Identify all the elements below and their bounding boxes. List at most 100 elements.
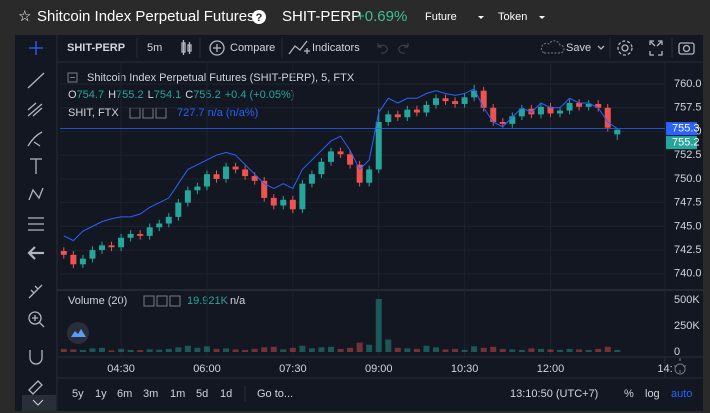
settings-icon[interactable] — [617, 40, 633, 56]
volume-bar — [585, 349, 592, 352]
magnet-tool[interactable] — [29, 350, 43, 365]
candle-body — [98, 245, 105, 251]
remove-button[interactable] — [169, 295, 181, 307]
candle-body — [156, 223, 163, 228]
fullscreen-icon[interactable] — [649, 40, 663, 56]
indicators-icon[interactable] — [288, 40, 310, 55]
ohlc-value: 754.1 — [154, 89, 182, 101]
grid — [60, 62, 666, 357]
toolbar-compare[interactable]: Compare — [230, 42, 275, 54]
candle-body — [127, 233, 134, 238]
volume-tick-label: 0 — [674, 346, 680, 358]
volume-bar — [299, 345, 306, 352]
toolbar-indicators[interactable]: Indicators — [312, 42, 360, 54]
candle-body — [89, 250, 96, 259]
undo-icon[interactable] — [377, 43, 388, 54]
help-icon[interactable] — [252, 10, 266, 24]
candle-body — [385, 114, 392, 122]
volume-bar — [423, 345, 430, 352]
back-tool[interactable] — [27, 246, 44, 260]
volume-bar — [413, 348, 420, 352]
volume-value: 19.921K — [187, 295, 229, 307]
text-tool[interactable] — [30, 158, 42, 174]
candle-body — [308, 174, 315, 184]
price-badge — [666, 136, 697, 150]
compare-icon[interactable] — [209, 40, 225, 56]
candle-type-icon[interactable] — [181, 40, 192, 55]
candle-body — [557, 110, 564, 114]
range-button[interactable]: 1m — [170, 388, 185, 400]
volume-bar — [184, 345, 191, 352]
goto[interactable]: Go to... — [257, 388, 293, 400]
star-icon[interactable]: ☆ — [18, 8, 31, 25]
toolbar-save[interactable]: Save — [566, 42, 591, 54]
save-caret[interactable] — [597, 45, 605, 50]
x-tick-label: 10:30 — [451, 363, 479, 375]
x-tick-label: 09:00 — [365, 363, 393, 375]
range-button[interactable]: 3m — [143, 388, 158, 400]
volume-bar — [318, 347, 325, 352]
collapse-legend[interactable] — [67, 72, 78, 83]
candle-body — [528, 108, 535, 115]
candle-body — [251, 176, 258, 181]
x-tick-label: 12:00 — [537, 363, 565, 375]
volume-bar — [366, 344, 373, 352]
volume-bar — [528, 348, 535, 352]
range-button[interactable]: 1y — [95, 388, 107, 400]
volume-bar — [547, 349, 554, 352]
lock-tool[interactable] — [28, 380, 43, 395]
ohlc-key: L — [148, 89, 154, 101]
volume-bar — [165, 348, 172, 352]
candle-body — [299, 183, 306, 210]
range-button[interactable]: 6m — [117, 388, 132, 400]
candle-body — [595, 103, 602, 108]
cloud-icon[interactable] — [540, 40, 565, 54]
ruler-tool[interactable] — [28, 284, 43, 299]
volume-bar — [490, 346, 497, 352]
volume-bar — [127, 349, 134, 352]
volume-bar — [337, 348, 344, 352]
volume-bar — [308, 348, 315, 352]
candle-body — [337, 151, 344, 155]
fib-tool[interactable] — [27, 102, 43, 117]
candle-body — [452, 101, 459, 104]
candle-body — [347, 154, 354, 165]
camera-icon[interactable] — [678, 42, 695, 55]
candle-body — [537, 106, 544, 115]
collapse-button[interactable] — [22, 395, 56, 411]
candle-body — [280, 199, 287, 206]
candle-body — [604, 107, 611, 128]
axis-settings[interactable] — [674, 358, 686, 375]
candle-body — [471, 90, 478, 98]
volume-buttons — [143, 295, 181, 307]
candle-body — [423, 104, 430, 113]
trendline-tool[interactable] — [27, 72, 45, 89]
candle-body — [413, 109, 420, 113]
logo-button[interactable] — [67, 322, 89, 344]
toolbar-interval[interactable]: 5m — [147, 42, 162, 54]
y-tick-label: 745.0 — [674, 220, 702, 232]
prediction-tool[interactable] — [28, 217, 44, 231]
menu-token[interactable]: Token — [498, 11, 527, 23]
scale-option[interactable]: % — [624, 388, 634, 400]
range-button[interactable]: 1d — [220, 388, 232, 400]
range-button[interactable]: 5d — [196, 388, 208, 400]
pattern-tool[interactable] — [28, 187, 44, 201]
y-tick-label: 760.0 — [674, 78, 702, 90]
zoom-tool[interactable] — [28, 311, 42, 325]
candle-body — [213, 174, 220, 179]
crosshair-tool[interactable] — [29, 41, 43, 55]
redo-icon[interactable] — [398, 43, 409, 54]
brush-tool[interactable] — [27, 131, 43, 147]
left-tools — [27, 41, 45, 395]
volume-bar — [89, 348, 96, 352]
eye-button[interactable] — [143, 295, 155, 307]
range-button[interactable]: 5y — [72, 388, 84, 400]
volume-bar — [213, 348, 220, 352]
settings-button[interactable] — [156, 295, 168, 307]
toolbar-symbol[interactable]: SHIT-PERP — [67, 42, 125, 54]
scale-option[interactable]: log — [645, 388, 660, 400]
menu-future[interactable]: Future — [425, 11, 457, 23]
scale-option[interactable]: auto — [671, 388, 692, 400]
candle-body — [165, 216, 172, 224]
